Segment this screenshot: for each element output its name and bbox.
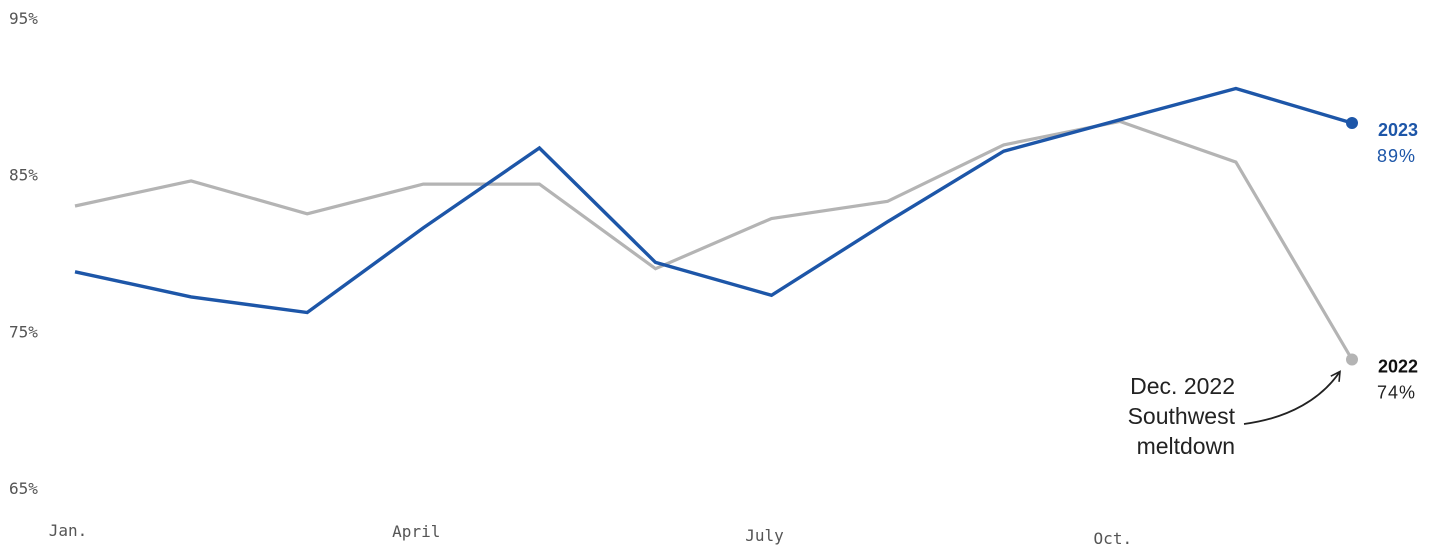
series-end-labels: 2022 74% 2023 89% bbox=[1377, 120, 1418, 403]
series-end-label-2022: 2022 bbox=[1378, 357, 1418, 377]
y-axis: 95% 85% 75% 65% bbox=[9, 9, 38, 498]
annotation-line: Southwest bbox=[1128, 403, 1236, 429]
annotation-line: Dec. 2022 bbox=[1130, 373, 1235, 399]
y-tick-label: 85% bbox=[9, 166, 38, 185]
annotation: Dec. 2022 Southwest meltdown bbox=[1128, 370, 1341, 459]
series-line-2022 bbox=[74, 119, 1354, 361]
annotation-line: meltdown bbox=[1137, 433, 1235, 459]
series-end-label-2023: 2023 bbox=[1378, 120, 1418, 140]
y-tick-label: 65% bbox=[9, 479, 38, 498]
x-tick-label: April bbox=[392, 522, 440, 541]
x-axis: Jan. April July Oct. bbox=[49, 521, 1132, 548]
series-end-point-2022 bbox=[1346, 353, 1358, 366]
series-end-value-2022: 74% bbox=[1377, 383, 1416, 403]
y-tick-label: 75% bbox=[9, 322, 38, 341]
series-end-point-2023 bbox=[1346, 116, 1358, 129]
series-lines bbox=[74, 86, 1358, 366]
x-tick-label: July bbox=[745, 526, 784, 545]
series-end-value-2023: 89% bbox=[1377, 146, 1416, 166]
x-tick-label: Oct. bbox=[1094, 529, 1133, 548]
series-line-2023 bbox=[74, 86, 1353, 315]
x-tick-label: Jan. bbox=[49, 521, 88, 540]
y-tick-label: 95% bbox=[9, 9, 38, 28]
annotation-arrow bbox=[1243, 370, 1341, 425]
